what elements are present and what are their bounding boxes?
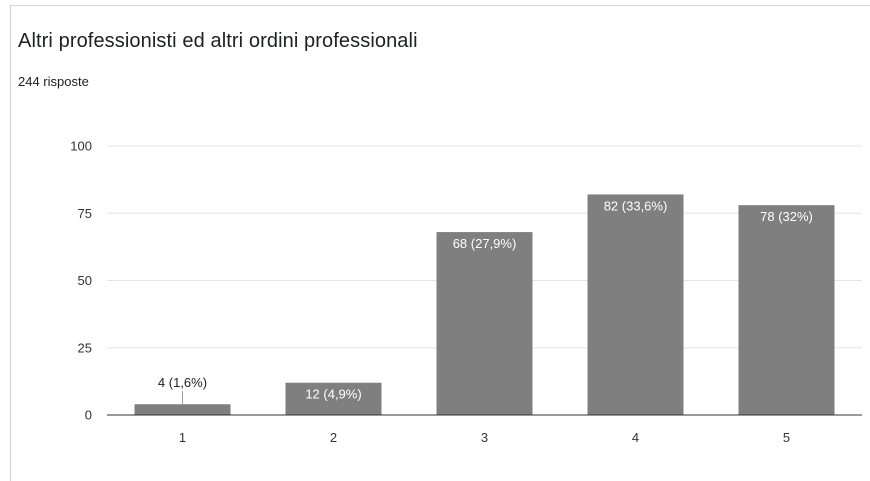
y-tick-label: 75 xyxy=(78,206,92,221)
bar xyxy=(436,232,533,415)
x-tick-label: 1 xyxy=(179,430,186,445)
x-tick-label: 3 xyxy=(481,430,488,445)
data-label: 68 (27,9%) xyxy=(453,236,517,251)
data-label: 12 (4,9%) xyxy=(305,387,361,402)
data-label: 82 (33,6%) xyxy=(604,198,668,213)
y-tick-label: 100 xyxy=(70,139,92,154)
card-left-border xyxy=(10,5,11,481)
y-tick-label: 25 xyxy=(78,340,92,355)
y-tick-label: 0 xyxy=(85,408,92,423)
x-tick-label: 2 xyxy=(330,430,337,445)
data-label: 4 (1,6%) xyxy=(158,375,207,390)
x-tick-label: 4 xyxy=(632,430,639,445)
bar xyxy=(285,382,382,415)
data-label: 78 (32%) xyxy=(760,209,813,224)
card-top-border xyxy=(10,5,870,6)
chart-title: Altri professionisti ed altri ordini pro… xyxy=(18,30,418,52)
bar xyxy=(134,404,231,415)
bar xyxy=(587,194,684,415)
bar xyxy=(738,205,835,415)
y-tick-label: 50 xyxy=(78,273,92,288)
response-count: 244 risposte xyxy=(18,74,89,89)
x-tick-label: 5 xyxy=(783,430,790,445)
